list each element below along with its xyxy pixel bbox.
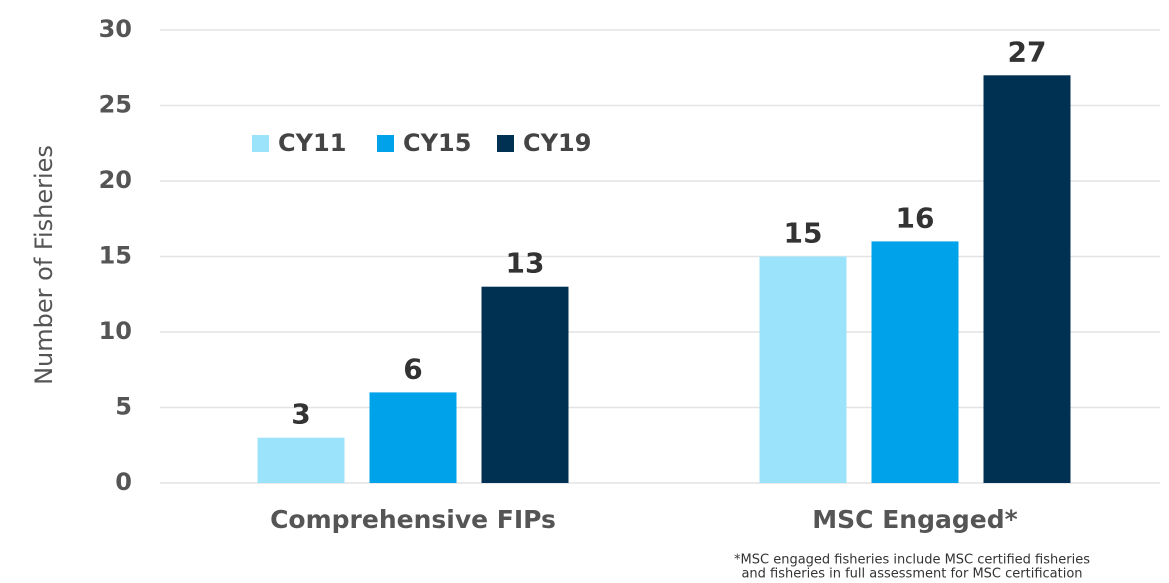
y-tick-label: 20 [99,166,132,194]
y-tick-label: 15 [99,242,132,270]
x-tick-label: Comprehensive FIPs [270,505,556,534]
bar [983,75,1071,484]
bar [369,392,457,483]
y-tick-label: 0 [115,468,132,496]
bar [481,286,569,483]
legend-swatch [252,135,269,152]
y-tick-label: 30 [99,15,132,43]
y-axis-title: Number of Fisheries [30,145,58,385]
y-tick-label: 25 [99,91,132,119]
data-label: 27 [1008,35,1047,68]
bar [871,241,959,483]
data-label: 15 [784,217,823,250]
legend-label: CY19 [523,129,591,157]
legend-swatch [497,135,514,152]
data-label: 6 [403,352,422,385]
data-label: 16 [896,201,935,234]
legend-label: CY15 [403,129,471,157]
bar [759,256,847,483]
legend-swatch [377,135,394,152]
y-tick-label: 5 [115,393,132,421]
data-label: 13 [506,247,545,280]
bar [257,437,345,483]
y-tick-label: 10 [99,317,132,345]
x-tick-label: MSC Engaged* [812,505,1017,534]
data-label: 3 [291,398,310,431]
legend-label: CY11 [278,129,346,157]
footnote: and fisheries in full assessment for MSC… [741,567,1082,582]
footnote: *MSC engaged fisheries include MSC certi… [734,553,1090,568]
